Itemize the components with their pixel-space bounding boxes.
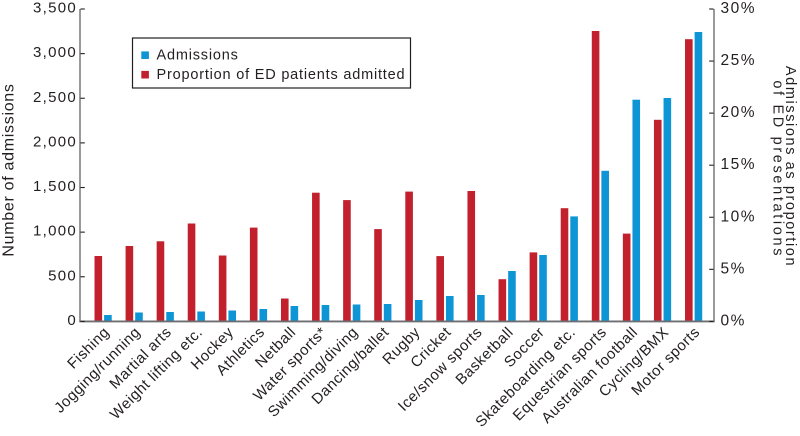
svg-text:Admissions as proportion: Admissions as proportion <box>782 66 798 267</box>
svg-text:10%: 10% <box>721 208 757 225</box>
svg-text:3,000: 3,000 <box>33 44 77 61</box>
svg-text:500: 500 <box>48 267 77 284</box>
svg-text:Admissions: Admissions <box>157 47 239 63</box>
svg-text:1,500: 1,500 <box>33 178 77 195</box>
svg-text:20%: 20% <box>721 104 757 121</box>
svg-text:2,000: 2,000 <box>33 133 77 150</box>
svg-text:Number of admissions: Number of admissions <box>1 83 18 256</box>
svg-text:15%: 15% <box>721 156 757 173</box>
svg-text:0: 0 <box>67 312 77 329</box>
svg-text:30%: 30% <box>721 0 757 17</box>
svg-text:3,500: 3,500 <box>33 0 77 17</box>
svg-text:1,000: 1,000 <box>33 223 77 240</box>
svg-text:Proportion of ED patients admi: Proportion of ED patients admitted <box>157 67 406 83</box>
svg-text:25%: 25% <box>721 52 757 69</box>
svg-text:5%: 5% <box>721 260 746 277</box>
svg-text:0%: 0% <box>721 312 746 329</box>
svg-text:of ED presentations: of ED presentations <box>770 80 786 258</box>
svg-text:2,500: 2,500 <box>33 89 77 106</box>
